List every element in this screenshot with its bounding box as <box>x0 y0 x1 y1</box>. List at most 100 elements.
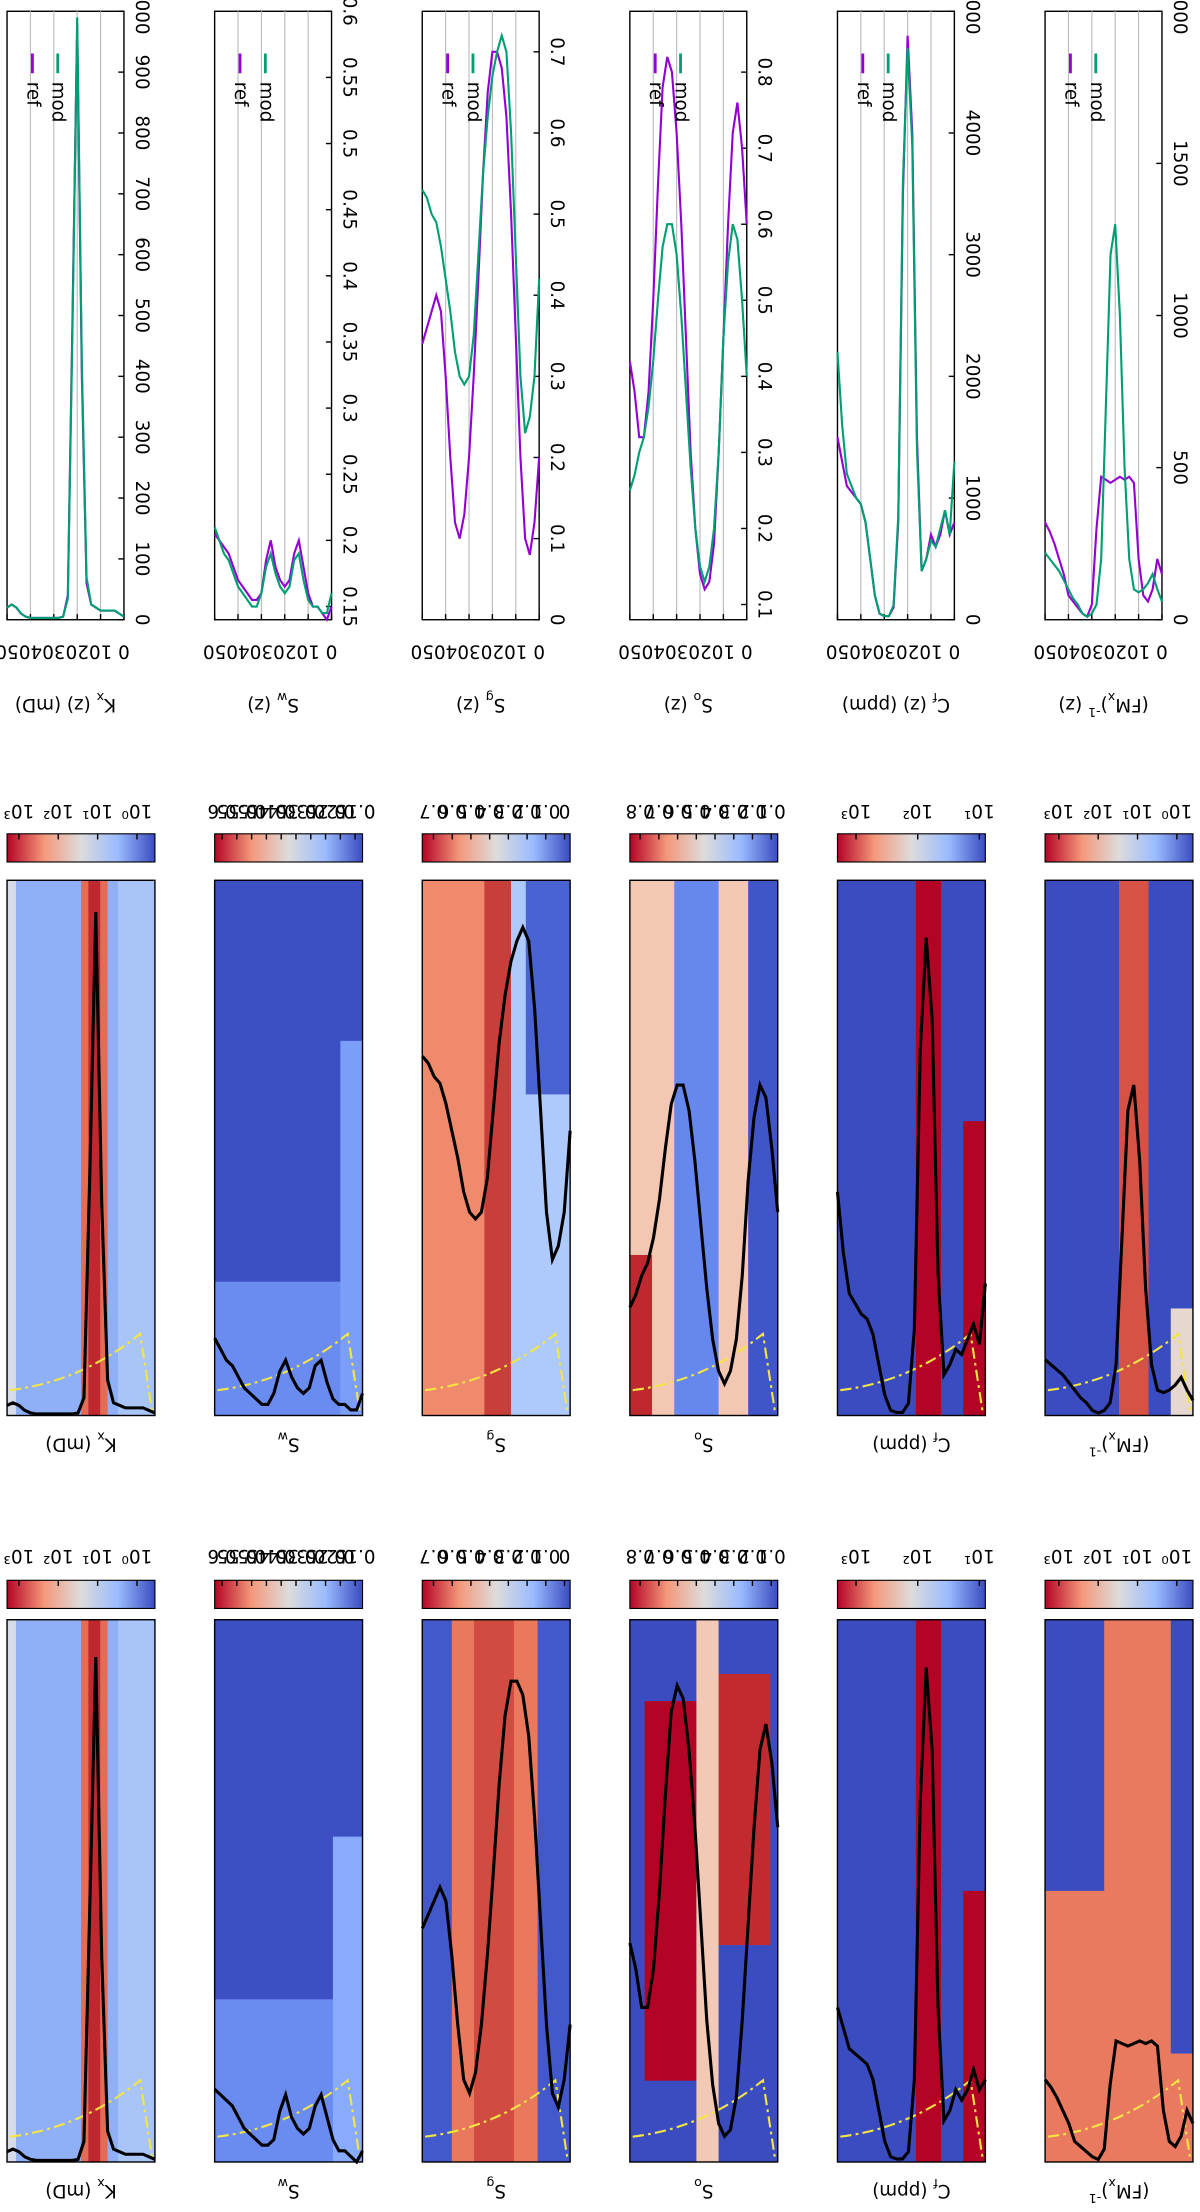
label-part: -1 <box>1088 705 1101 720</box>
colorbar-tick-label: 10¹ <box>1122 1545 1153 1566</box>
label-part: C <box>938 1434 951 1455</box>
label-part: (z) (mD) <box>15 694 97 715</box>
heatmap-region <box>963 1121 986 1416</box>
label-part: (ppm) <box>872 1434 933 1455</box>
y-tick-label: 200 <box>131 481 152 516</box>
label-part: C <box>938 2180 951 2201</box>
x-tick-label: 10 <box>919 641 942 662</box>
label-part: f <box>933 2176 938 2191</box>
colorbar-tick-label: 10¹ <box>82 800 113 821</box>
label-part: (z) <box>664 694 694 715</box>
colorbar-tick-label: 10³ <box>4 1545 35 1566</box>
colorbar-tick-label: 0.7 <box>644 800 673 821</box>
front-line <box>9 2078 154 2158</box>
colorbar <box>629 833 779 863</box>
heatmap-label: (FMx)-1 <box>1089 2176 1150 2206</box>
label-part: w <box>277 690 287 705</box>
label-part: (mD) <box>45 1434 97 1455</box>
x-tick-label: 50 <box>1033 641 1056 662</box>
colorbar-tick-label: 0.2 <box>326 1545 355 1566</box>
heatmap-frame <box>629 1619 779 2163</box>
legend-label: ref <box>645 82 666 107</box>
x-tick-label: 20 <box>896 641 919 662</box>
x-tick-label: 30 <box>1080 641 1103 662</box>
series-line <box>836 47 956 618</box>
colorbar-tick-label: 0.6 <box>663 800 692 821</box>
y-tick-label: 0.3 <box>338 394 359 423</box>
y-tick-label: 500 <box>1169 450 1190 485</box>
profile-line <box>1043 2038 1195 2162</box>
colorbar-tick-label: 0.3 <box>296 800 325 821</box>
x-tick-label: 30 <box>873 641 896 662</box>
colorbar-tick-label: 10¹ <box>964 800 995 821</box>
colorbar-tick-label: 0.4 <box>475 800 504 821</box>
profile-line <box>420 1679 572 2113</box>
label-part: S <box>494 2180 506 2201</box>
colorbar-tick-label: 0 <box>559 1545 571 1566</box>
colorbar-tick-label: 0.2 <box>326 800 355 821</box>
profile-line <box>6 912 156 1416</box>
colorbar <box>6 833 156 863</box>
plot-frame <box>836 10 956 621</box>
heatmap-region <box>696 1619 719 2162</box>
label-part: x <box>1108 2176 1116 2191</box>
colorbar <box>836 1579 986 1610</box>
colorbar-tick-label: 0.15 <box>335 800 376 821</box>
label-part: x <box>97 1430 105 1445</box>
plot-frame <box>629 10 748 621</box>
label-part: w <box>278 2176 288 2191</box>
colorbar-tick-label: 0.35 <box>276 1545 317 1566</box>
colorbar-tick-label: 0.4 <box>267 800 296 821</box>
heatmap-region <box>718 1673 771 1946</box>
y-tick-label: 0.35 <box>338 322 359 363</box>
y-tick-label: 0 <box>1169 614 1190 626</box>
label-part: ) <box>1101 1434 1108 1455</box>
legend-label: ref <box>22 82 43 107</box>
plot-frame <box>6 10 125 621</box>
y-tick-label: 0 <box>131 614 152 626</box>
colorbar-tick-label: 0.6 <box>438 800 467 821</box>
heatmap-region <box>1119 880 1149 1416</box>
y-tick-label: 2000 <box>961 353 982 400</box>
colorbar-tick-label: 0.5 <box>237 800 266 821</box>
x-tick-label: 30 <box>42 641 65 662</box>
y-tick-label: 400 <box>131 359 152 394</box>
label-part: o <box>694 2176 702 2191</box>
heatmap-region <box>332 1836 363 2162</box>
legend-label: mod <box>671 82 692 123</box>
colorbar-tick-label: 0.5 <box>456 1545 485 1566</box>
heatmap-region <box>88 880 101 1416</box>
profile-line <box>835 1667 987 2161</box>
heatmap-region <box>214 1281 363 1416</box>
colorbar-tick-label: 10² <box>43 1545 74 1566</box>
colorbar <box>421 1579 571 1610</box>
y-tick-label: 500 <box>131 298 152 333</box>
colorbar-tick-label: 10¹ <box>82 1545 113 1566</box>
y-tick-label: 1000 <box>1169 292 1190 339</box>
label-part: S <box>494 694 506 715</box>
heatmap-label: Sg <box>486 2176 506 2201</box>
colorbar-tick-label: 0.7 <box>419 1545 448 1566</box>
series-line <box>628 56 748 592</box>
heatmap-label: Kx (mD) <box>45 2176 117 2201</box>
heatmap-frame <box>1044 879 1194 1417</box>
colorbar-tick-label: 0 <box>559 800 571 821</box>
colorbar <box>1044 1579 1194 1610</box>
series-line <box>213 526 333 615</box>
heatmap-frame <box>213 1619 364 2163</box>
colorbar-tick-label: 0.1 <box>531 800 560 821</box>
colorbar-tick-label: 0.8 <box>626 1545 655 1566</box>
heatmap-frame <box>836 1619 987 2163</box>
x-tick-label: 20 <box>688 641 711 662</box>
label-part: (ppm) <box>872 2180 933 2201</box>
x-tick-label: 10 <box>89 641 112 662</box>
heatmap-region <box>340 1040 363 1416</box>
legend-label: mod <box>463 82 484 123</box>
label-part: f <box>932 690 937 705</box>
x-tick-label: 40 <box>642 641 665 662</box>
plot-frame <box>1044 10 1163 621</box>
colorbar-tick-label: 0.2 <box>513 800 542 821</box>
colorbar-tick-label: 0.1 <box>531 1545 560 1566</box>
x-tick-label: 20 <box>273 641 296 662</box>
colorbar <box>836 833 986 863</box>
